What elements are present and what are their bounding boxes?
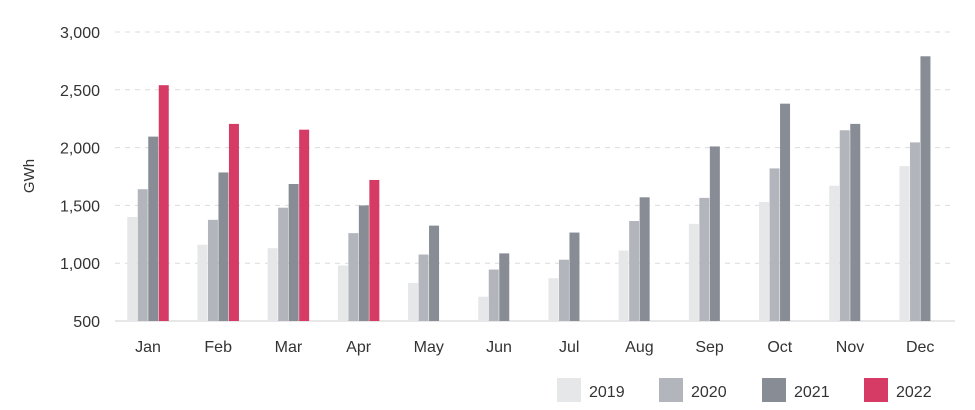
bar-2022-feb <box>228 123 239 321</box>
legend-label-2019: 2019 <box>589 384 625 401</box>
x-tick-label: Apr <box>346 339 372 356</box>
gridlines <box>115 31 955 322</box>
legend: 2019 2020 2021 2022 <box>557 378 932 402</box>
bar-2020-jun <box>488 269 499 321</box>
bar-2019-nov <box>829 185 840 321</box>
x-tick-label: Jul <box>559 339 579 356</box>
y-tick-label: 1,000 <box>60 256 100 273</box>
legend-swatch-2020 <box>659 378 683 402</box>
bar-2020-aug <box>629 221 640 321</box>
x-tick-label: Dec <box>906 339 934 356</box>
bar-2021-jan <box>148 136 159 321</box>
bar-2020-may <box>418 254 429 321</box>
bar-2019-may <box>408 282 419 321</box>
bar-2022-mar <box>299 129 310 321</box>
bar-2021-dec <box>920 56 931 321</box>
bar-2020-feb <box>207 219 218 321</box>
legend-swatch-2021 <box>762 378 786 402</box>
bar-2019-jun <box>478 296 489 321</box>
bar-2021-sep <box>709 146 720 321</box>
bar-2021-feb <box>218 172 229 321</box>
y-tick-label: 3,000 <box>60 25 100 42</box>
x-tick-label: Jun <box>486 339 512 356</box>
bar-2021-oct <box>780 103 791 321</box>
bar-2019-jul <box>548 278 559 321</box>
legend-label-2021: 2021 <box>794 384 830 401</box>
bar-2021-jul <box>569 232 580 321</box>
bar-2020-mar <box>278 207 289 321</box>
y-tick-label: 2,500 <box>60 83 100 100</box>
x-tick-label: Sep <box>695 339 724 356</box>
bar-2022-apr <box>369 179 380 321</box>
bar-2019-oct <box>759 201 770 321</box>
y-axis-title: GWh <box>21 159 38 193</box>
x-tick-label: Mar <box>275 339 303 356</box>
bar-2019-mar <box>267 248 278 321</box>
bar-2019-feb <box>197 244 208 321</box>
bar-2020-dec <box>909 142 920 321</box>
legend-swatch-2022 <box>864 378 888 402</box>
y-axis-ticks: 500 1,000 1,500 2,000 2,500 3,000 <box>60 25 100 331</box>
bar-2021-mar <box>288 184 299 321</box>
bar-2022-jan <box>158 85 169 322</box>
x-tick-label: May <box>414 339 444 356</box>
legend-label-2020: 2020 <box>691 384 727 401</box>
bar-2021-may <box>429 225 440 321</box>
bar-2019-apr <box>337 265 348 321</box>
bar-2020-jul <box>558 259 569 321</box>
x-tick-label: Jan <box>135 339 161 356</box>
bar-2019-aug <box>618 250 629 321</box>
bar-2020-apr <box>348 233 359 321</box>
bar-2020-jan <box>137 189 148 321</box>
bar-2021-aug <box>639 197 650 321</box>
bar-2021-jun <box>499 253 510 321</box>
y-tick-label: 500 <box>73 314 100 331</box>
bar-2020-oct <box>769 168 780 321</box>
x-axis-ticks: Jan Feb Mar Apr May Jun Jul Aug Sep Oct Nov Dec <box>135 339 934 356</box>
x-tick-label: Oct <box>767 339 792 356</box>
bar-series <box>127 56 931 322</box>
bar-2019-jan <box>127 216 138 321</box>
legend-swatch-2019 <box>557 378 581 402</box>
x-tick-label: Nov <box>836 339 864 356</box>
legend-label-2022: 2022 <box>896 384 932 401</box>
bar-2021-apr <box>358 205 369 321</box>
bar-2019-dec <box>899 166 910 321</box>
x-tick-label: Feb <box>204 339 232 356</box>
y-tick-label: 2,000 <box>60 141 100 158</box>
y-tick-label: 1,500 <box>60 198 100 215</box>
bar-2019-sep <box>688 223 699 321</box>
bar-2021-nov <box>850 123 861 321</box>
bar-2020-nov <box>839 130 850 321</box>
bar-2020-sep <box>699 197 710 321</box>
x-tick-label: Aug <box>625 339 653 356</box>
